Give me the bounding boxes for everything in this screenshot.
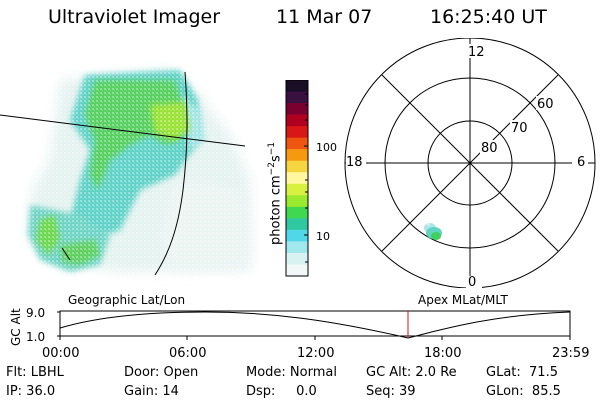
colorbar-tick-label-10: 10 — [316, 230, 330, 243]
timeline-xtick-0600: 06:00 — [169, 346, 207, 361]
colorbar-units-label: photon cm−2s−1 — [267, 141, 284, 245]
colorbar-swatch — [286, 126, 308, 139]
geographic-aurora-image — [0, 40, 260, 290]
info-gc-alt: GC Alt: 2.0 Re — [366, 365, 457, 380]
colorbar-swatch — [286, 80, 308, 93]
aurora-emission-pattern — [0, 40, 260, 290]
colorbar-swatch — [286, 229, 308, 243]
info-filter: Flt: LBHL — [6, 365, 64, 380]
info-mode: Mode: Normal — [246, 365, 337, 380]
mlt-label-12: 12 — [468, 45, 485, 60]
info-glat: GLat: 71.5 — [486, 365, 558, 380]
timeline-xtick-2359: 23:59 — [552, 346, 590, 361]
colorbar-frame — [285, 80, 309, 277]
colorbar-tick-label-100: 100 — [316, 141, 337, 154]
colorbar-swatch — [286, 103, 308, 116]
timeline-ytick-9: 9.0 — [26, 306, 46, 320]
info-dsp: Dsp: 0.0 — [246, 384, 317, 399]
timeline-xtick-1200: 12:00 — [297, 346, 335, 361]
colorbar-swatch — [286, 206, 308, 219]
mlat-label-80: 80 — [481, 141, 498, 156]
timeline-xtick-0000: 00:00 — [42, 346, 80, 361]
mlt-label-06: 6 — [577, 155, 586, 170]
info-glon: GLon: 85.5 — [486, 384, 561, 399]
colorbar-swatch — [286, 264, 308, 277]
geo-latitude-line — [0, 114, 246, 147]
colorbar-swatch — [286, 114, 308, 127]
colorbar — [285, 80, 309, 277]
mlat-label-70: 70 — [511, 121, 528, 136]
colorbar-swatch — [286, 160, 308, 173]
timeline-ytick-1: 1.0 — [26, 330, 46, 344]
colorbar-swatch — [286, 241, 308, 254]
colorbar-swatch — [286, 195, 308, 208]
colorbar-gradient — [286, 80, 308, 277]
info-door: Door: Open — [124, 365, 199, 380]
colorbar-swatch — [286, 183, 308, 196]
geo-longitude-tick — [61, 247, 71, 261]
observation-date: 11 Mar 07 — [276, 6, 373, 28]
polar-aurora-spot — [424, 223, 442, 240]
info-ip: IP: 36.0 — [6, 384, 56, 399]
info-gain: Gain: 14 — [124, 384, 179, 399]
geo-longitude-line — [154, 71, 188, 276]
timeline-left-label: Geographic Lat/Lon — [68, 293, 186, 307]
mlt-label-00: 0 — [468, 275, 477, 290]
colorbar-swatch — [286, 252, 308, 266]
polar-meridian-diagonal — [381, 74, 559, 252]
colorbar-swatch — [286, 149, 308, 162]
colorbar-swatch — [286, 137, 308, 150]
altitude-curve — [59, 311, 571, 339]
timeline-right-label: Apex MLat/MLT — [418, 293, 508, 307]
mlat-label-60: 60 — [537, 97, 554, 112]
instrument-title: Ultraviolet Imager — [48, 6, 221, 28]
info-seq: Seq: 39 — [366, 384, 416, 399]
timeline-xtick-1800: 18:00 — [424, 346, 462, 361]
mlt-label-18: 18 — [346, 155, 363, 170]
colorbar-swatch — [286, 218, 308, 231]
orbit-altitude-timeline — [57, 310, 571, 340]
polar-mlat-mlt-plot — [344, 38, 596, 288]
observation-time: 16:25:40 UT — [430, 6, 547, 28]
colorbar-swatch — [286, 91, 308, 104]
colorbar-swatch — [286, 172, 308, 185]
